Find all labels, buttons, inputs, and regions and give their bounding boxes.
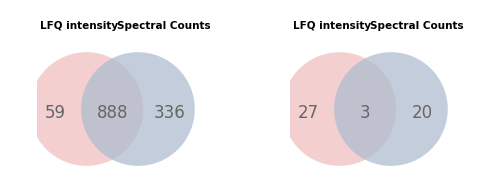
Text: 20: 20 [412,104,433,122]
Text: LFQ intensity: LFQ intensity [293,21,371,31]
Text: LFQ intensity: LFQ intensity [40,21,118,31]
Text: Spectral Counts: Spectral Counts [117,21,211,31]
Text: 336: 336 [153,104,185,122]
Circle shape [334,52,448,166]
Circle shape [81,52,195,166]
Text: 888: 888 [96,104,128,122]
Text: Spectral Counts: Spectral Counts [370,21,464,31]
Circle shape [30,52,143,166]
Text: 59: 59 [45,104,66,122]
Circle shape [283,52,396,166]
Text: 27: 27 [297,104,319,122]
Text: 3: 3 [360,104,370,122]
